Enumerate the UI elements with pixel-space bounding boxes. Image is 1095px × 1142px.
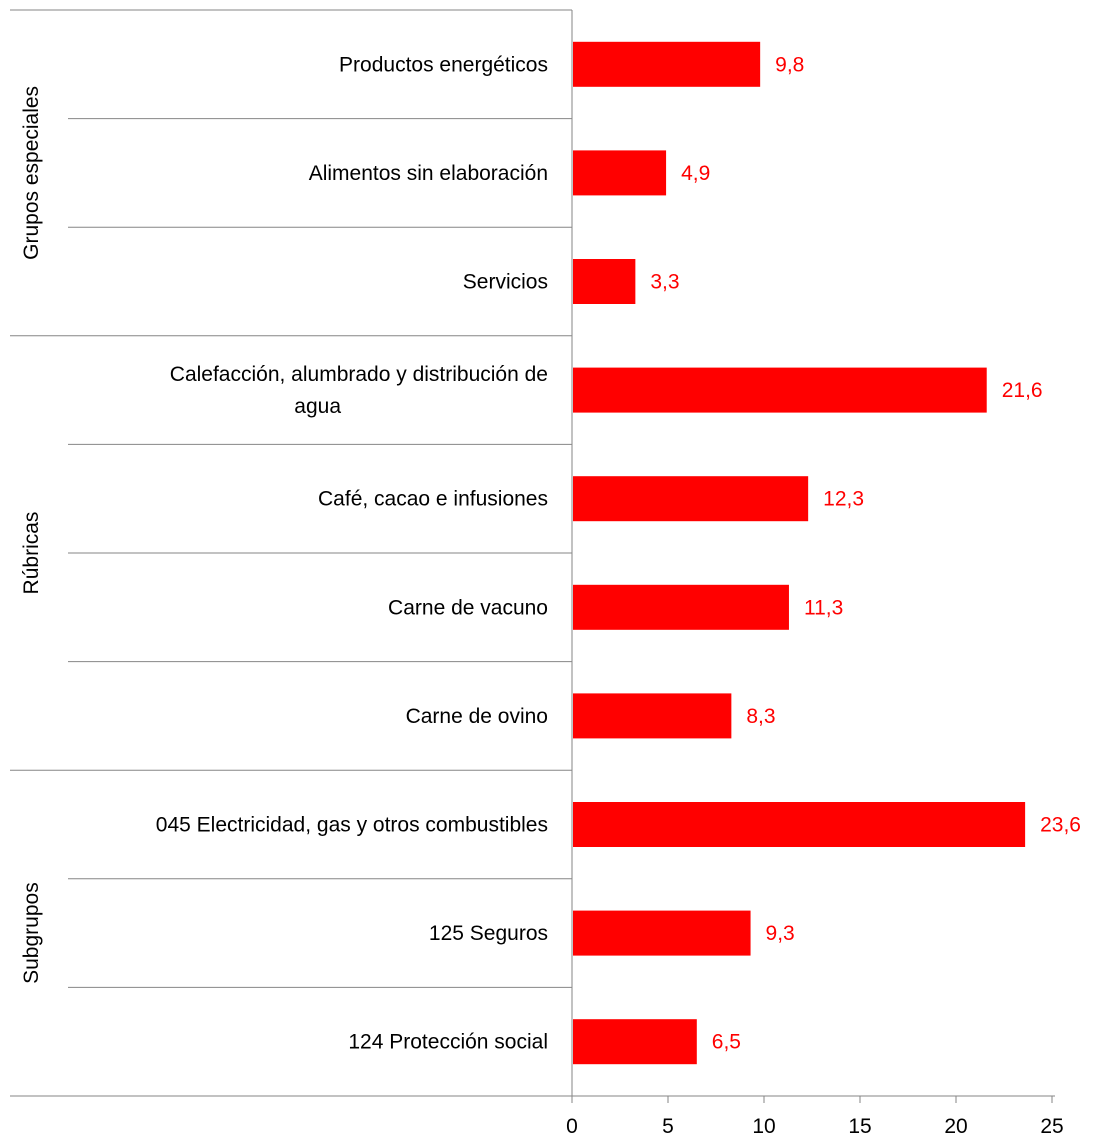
x-tick-label: 0 <box>566 1115 578 1138</box>
x-tick-label: 20 <box>944 1115 967 1138</box>
bar <box>573 476 809 522</box>
data-label: 12,3 <box>823 488 864 511</box>
data-label: 8,3 <box>746 705 775 728</box>
group-labels: Grupos especiales Rúbricas Subgrupos <box>20 86 43 984</box>
data-label: 9,8 <box>775 53 804 76</box>
bar <box>573 259 636 304</box>
bars <box>573 41 1026 1065</box>
category-labels: Productos energéticos Alimentos sin elabo… <box>156 53 548 1053</box>
data-label: 23,6 <box>1040 814 1081 837</box>
bar <box>573 910 751 956</box>
bar <box>573 1019 697 1065</box>
group-label: Subgrupos <box>20 882 43 984</box>
group-label: Grupos especiales <box>20 86 43 260</box>
data-label: 6,5 <box>712 1031 741 1054</box>
data-label: 3,3 <box>650 271 679 294</box>
bar <box>573 802 1026 847</box>
chart-frame <box>10 9 1055 1097</box>
x-tick-label: 5 <box>662 1115 674 1138</box>
bar <box>573 584 789 630</box>
bar <box>573 41 761 87</box>
value-labels: 9,8 4,9 3,3 21,6 12,3 11,3 8,3 23,6 9,3 6,5 <box>650 53 1081 1053</box>
x-tick-label: 15 <box>848 1115 871 1138</box>
category-label: Carne de vacuno <box>388 596 548 619</box>
data-label: 9,3 <box>766 922 795 945</box>
category-label: Productos energéticos <box>339 53 548 76</box>
category-label: 045 Electricidad, gas y otros combustibl… <box>156 814 548 837</box>
data-label: 11,3 <box>804 596 843 619</box>
category-label: Café, cacao e infusiones <box>318 488 548 511</box>
x-axis: 0 5 10 15 20 25 <box>566 1096 1064 1138</box>
bar <box>573 367 987 413</box>
bar <box>573 693 732 739</box>
category-label: Servicios <box>463 271 548 294</box>
category-label: Carne de ovino <box>406 705 548 728</box>
group-label: Rúbricas <box>20 512 43 595</box>
bar <box>573 150 667 196</box>
category-label: 125 Seguros <box>429 922 548 945</box>
category-label: Alimentos sin elaboración <box>309 162 548 185</box>
x-tick-label: 10 <box>752 1115 775 1138</box>
x-tick-label: 25 <box>1040 1115 1063 1138</box>
category-label: Calefacción, alumbrado y distribución de… <box>170 363 548 418</box>
data-label: 4,9 <box>681 162 710 185</box>
data-label: 21,6 <box>1002 379 1043 402</box>
category-label: 124 Protección social <box>348 1031 548 1054</box>
